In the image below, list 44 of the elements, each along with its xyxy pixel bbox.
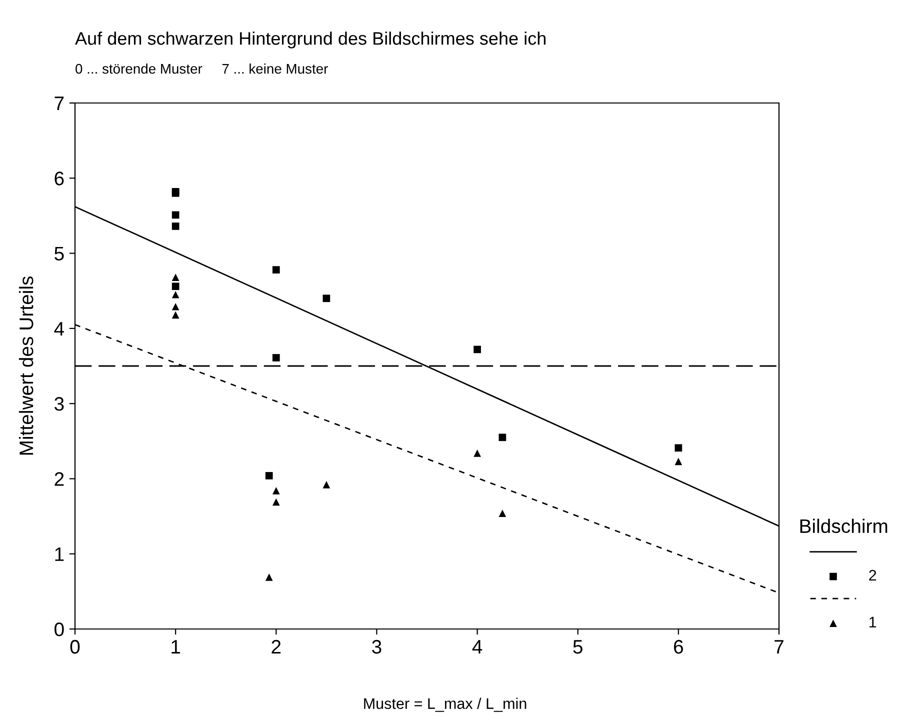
y-tick-label: 3 (54, 397, 64, 411)
x-tick-label: 2 (272, 640, 281, 654)
y-axis-title: Mittelwert des Urteils (18, 276, 34, 455)
y-tick-label: 1 (55, 548, 64, 561)
point (474, 346, 481, 354)
point (498, 434, 506, 442)
point (474, 449, 481, 457)
point (172, 211, 180, 219)
y-tick-label: 5 (54, 246, 64, 261)
x-tick-label: 7 (774, 640, 784, 654)
point (172, 290, 180, 298)
x-tick-label: 4 (472, 640, 482, 654)
x-tick-label: 6 (674, 640, 683, 654)
x-axis-title: Muster = L_max / L_min (364, 698, 526, 712)
chart-title: Auf dem schwarzen Hintergrund des Bildschirmes sehe ich (75, 32, 546, 48)
x-tick-label: 0 (70, 640, 80, 654)
point (172, 274, 180, 282)
x-tick-label: 5 (573, 640, 582, 654)
point (172, 282, 180, 290)
y-tick-label: 6 (54, 172, 64, 186)
point (272, 354, 280, 362)
y-tick-label: 7 (54, 96, 64, 110)
x-tick-label: 3 (372, 640, 382, 654)
point (272, 487, 280, 494)
legend-label: 2 (869, 570, 876, 581)
y-tick-label: 4 (54, 322, 64, 336)
point (674, 458, 682, 466)
point (172, 302, 180, 310)
legend-title: Bildschirm (800, 518, 888, 534)
point (272, 266, 280, 274)
point (265, 472, 273, 480)
chart-subtitle: 0 ... störende Muster 7 ... keine Muster (76, 64, 328, 74)
point (172, 311, 180, 319)
point (498, 510, 506, 517)
point (172, 222, 180, 230)
point (322, 481, 330, 488)
legend-label: 1 (870, 616, 876, 628)
point (265, 573, 273, 581)
point (322, 294, 330, 302)
point (674, 444, 682, 452)
y-tick-label: 0 (54, 622, 64, 636)
x-tick-label: 1 (172, 640, 180, 654)
y-tick-label: 2 (54, 472, 64, 486)
point (272, 498, 280, 506)
